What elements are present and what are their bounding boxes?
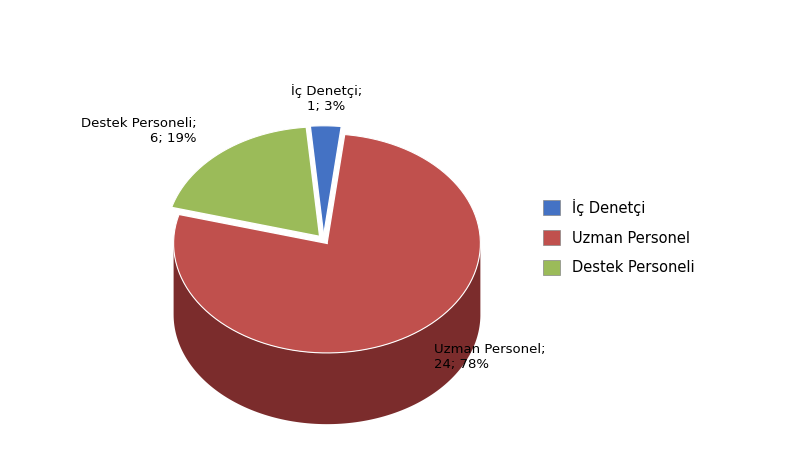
Text: İç Denetçi;
1; 3%: İç Denetçi; 1; 3% — [291, 84, 362, 113]
Legend: İç Denetçi, Uzman Personel, Destek Personeli: İç Denetçi, Uzman Personel, Destek Perso… — [537, 192, 700, 282]
Text: Uzman Personel;
24; 78%: Uzman Personel; 24; 78% — [434, 343, 546, 371]
Polygon shape — [173, 135, 480, 353]
Polygon shape — [172, 127, 320, 237]
Polygon shape — [310, 126, 341, 236]
Text: Destek Personeli;
6; 19%: Destek Personeli; 6; 19% — [81, 117, 197, 145]
Polygon shape — [173, 244, 480, 424]
